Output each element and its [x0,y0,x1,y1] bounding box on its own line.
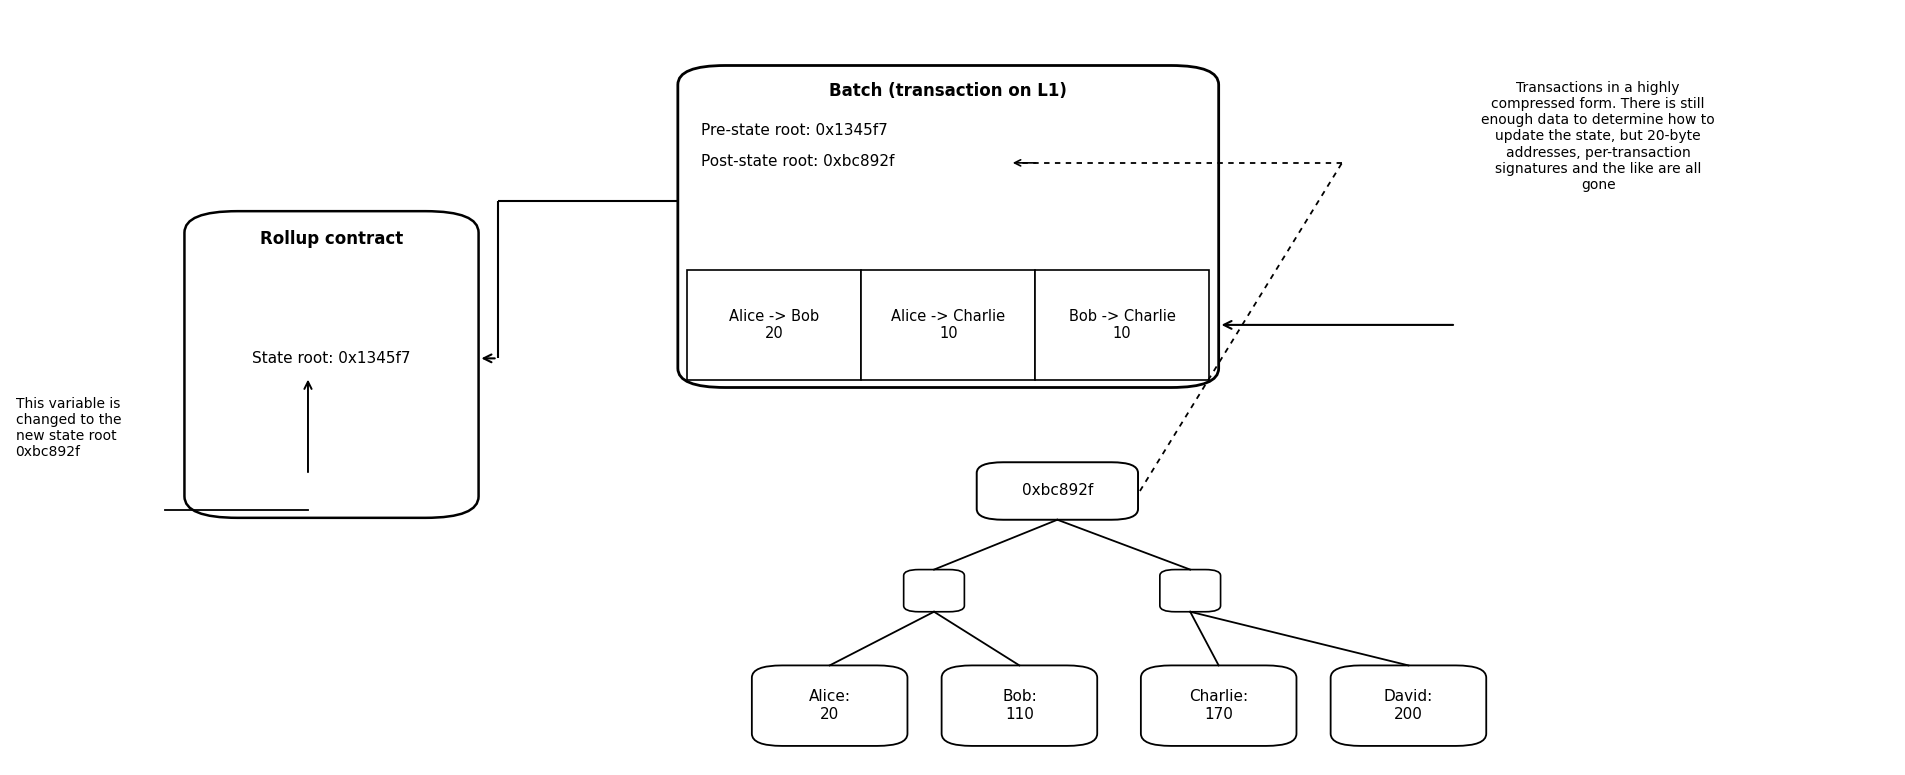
Text: Bob -> Charlie
10: Bob -> Charlie 10 [1069,308,1175,341]
FancyBboxPatch shape [1141,666,1295,746]
Text: Rollup contract: Rollup contract [259,230,404,248]
Text: Batch (transaction on L1): Batch (transaction on L1) [829,82,1067,101]
Bar [861,270,1034,380]
FancyBboxPatch shape [678,66,1217,388]
FancyBboxPatch shape [1160,570,1219,611]
FancyBboxPatch shape [941,666,1097,746]
Bar [688,270,861,380]
FancyBboxPatch shape [1330,666,1486,746]
FancyBboxPatch shape [903,570,964,611]
Text: David:
200: David: 200 [1383,690,1433,722]
Text: Alice:
20: Alice: 20 [808,690,850,722]
FancyBboxPatch shape [975,462,1137,520]
Text: Alice -> Charlie
10: Alice -> Charlie 10 [892,308,1004,341]
FancyBboxPatch shape [751,666,907,746]
Text: Pre-state root: 0x1345f7: Pre-state root: 0x1345f7 [701,123,888,138]
Text: Charlie:
170: Charlie: 170 [1189,690,1248,722]
Bar [1034,270,1208,380]
Text: State root: 0x1345f7: State root: 0x1345f7 [251,351,411,366]
Text: This variable is
changed to the
new state root
0xbc892f: This variable is changed to the new stat… [15,397,122,460]
Text: Bob:
110: Bob: 110 [1002,690,1036,722]
Text: Transactions in a highly
compressed form. There is still
enough data to determin: Transactions in a highly compressed form… [1480,81,1714,192]
Text: Alice -> Bob
20: Alice -> Bob 20 [730,308,819,341]
Text: Post-state root: 0xbc892f: Post-state root: 0xbc892f [701,153,893,169]
FancyBboxPatch shape [185,211,478,518]
Text: 0xbc892f: 0xbc892f [1021,484,1092,498]
